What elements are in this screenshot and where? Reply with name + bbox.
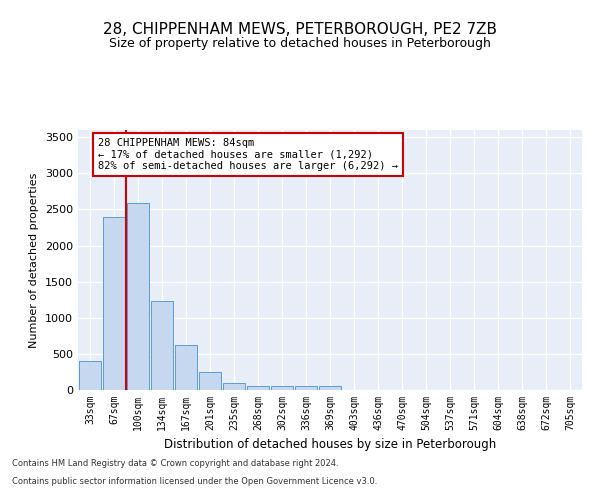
- X-axis label: Distribution of detached houses by size in Peterborough: Distribution of detached houses by size …: [164, 438, 496, 452]
- Bar: [271, 386, 293, 390]
- Bar: [223, 383, 245, 390]
- Text: Contains HM Land Registry data © Crown copyright and database right 2024.: Contains HM Land Registry data © Crown c…: [12, 458, 338, 468]
- Text: Size of property relative to detached houses in Peterborough: Size of property relative to detached ho…: [109, 38, 491, 51]
- Text: 28 CHIPPENHAM MEWS: 84sqm
← 17% of detached houses are smaller (1,292)
82% of se: 28 CHIPPENHAM MEWS: 84sqm ← 17% of detac…: [98, 138, 398, 171]
- Bar: [79, 361, 101, 390]
- Text: Contains public sector information licensed under the Open Government Licence v3: Contains public sector information licen…: [12, 477, 377, 486]
- Bar: [175, 345, 197, 390]
- Bar: [247, 386, 269, 390]
- Bar: [151, 301, 173, 390]
- Bar: [199, 372, 221, 390]
- Bar: [295, 386, 317, 390]
- Bar: [127, 203, 149, 390]
- Bar: [103, 216, 125, 390]
- Y-axis label: Number of detached properties: Number of detached properties: [29, 172, 40, 348]
- Text: 28, CHIPPENHAM MEWS, PETERBOROUGH, PE2 7ZB: 28, CHIPPENHAM MEWS, PETERBOROUGH, PE2 7…: [103, 22, 497, 38]
- Bar: [319, 386, 341, 390]
